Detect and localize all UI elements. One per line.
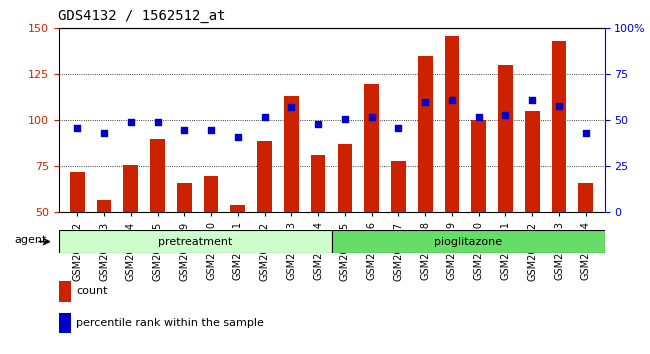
Bar — [498, 65, 513, 212]
Bar — [332, 230, 604, 253]
Point — [286, 105, 296, 110]
Text: count: count — [76, 286, 107, 296]
Point — [125, 119, 136, 125]
Point — [500, 112, 511, 118]
Point — [72, 125, 83, 131]
Bar — [471, 120, 486, 212]
Point — [340, 116, 350, 121]
Bar — [418, 56, 432, 212]
Point — [99, 130, 109, 136]
Point — [152, 119, 162, 125]
Bar — [203, 176, 218, 212]
Point — [233, 134, 243, 140]
Bar — [337, 144, 352, 212]
Point — [179, 127, 190, 132]
Point — [420, 99, 430, 105]
Bar — [58, 230, 332, 253]
Text: GDS4132 / 1562512_at: GDS4132 / 1562512_at — [58, 9, 226, 23]
Point — [447, 97, 457, 103]
Point — [527, 97, 538, 103]
Bar — [150, 139, 165, 212]
Point — [259, 114, 270, 120]
Bar — [97, 200, 111, 212]
Bar — [552, 41, 566, 212]
Bar — [58, 313, 70, 333]
Bar — [231, 205, 245, 212]
Bar — [284, 96, 299, 212]
Bar — [58, 281, 70, 302]
Point — [393, 125, 404, 131]
Text: pretreatment: pretreatment — [158, 236, 232, 247]
Bar — [70, 172, 84, 212]
Bar — [578, 183, 593, 212]
Bar — [525, 111, 540, 212]
Point — [206, 127, 216, 132]
Point — [313, 121, 323, 127]
Bar — [364, 84, 379, 212]
Point — [580, 130, 591, 136]
Bar — [445, 36, 460, 212]
Bar — [311, 155, 326, 212]
Text: agent: agent — [14, 235, 47, 245]
Bar — [177, 183, 192, 212]
Point — [367, 114, 377, 120]
Text: percentile rank within the sample: percentile rank within the sample — [76, 318, 264, 328]
Bar — [124, 165, 138, 212]
Bar — [391, 161, 406, 212]
Text: pioglitazone: pioglitazone — [434, 236, 502, 247]
Point — [554, 103, 564, 108]
Point — [473, 114, 484, 120]
Bar — [257, 141, 272, 212]
